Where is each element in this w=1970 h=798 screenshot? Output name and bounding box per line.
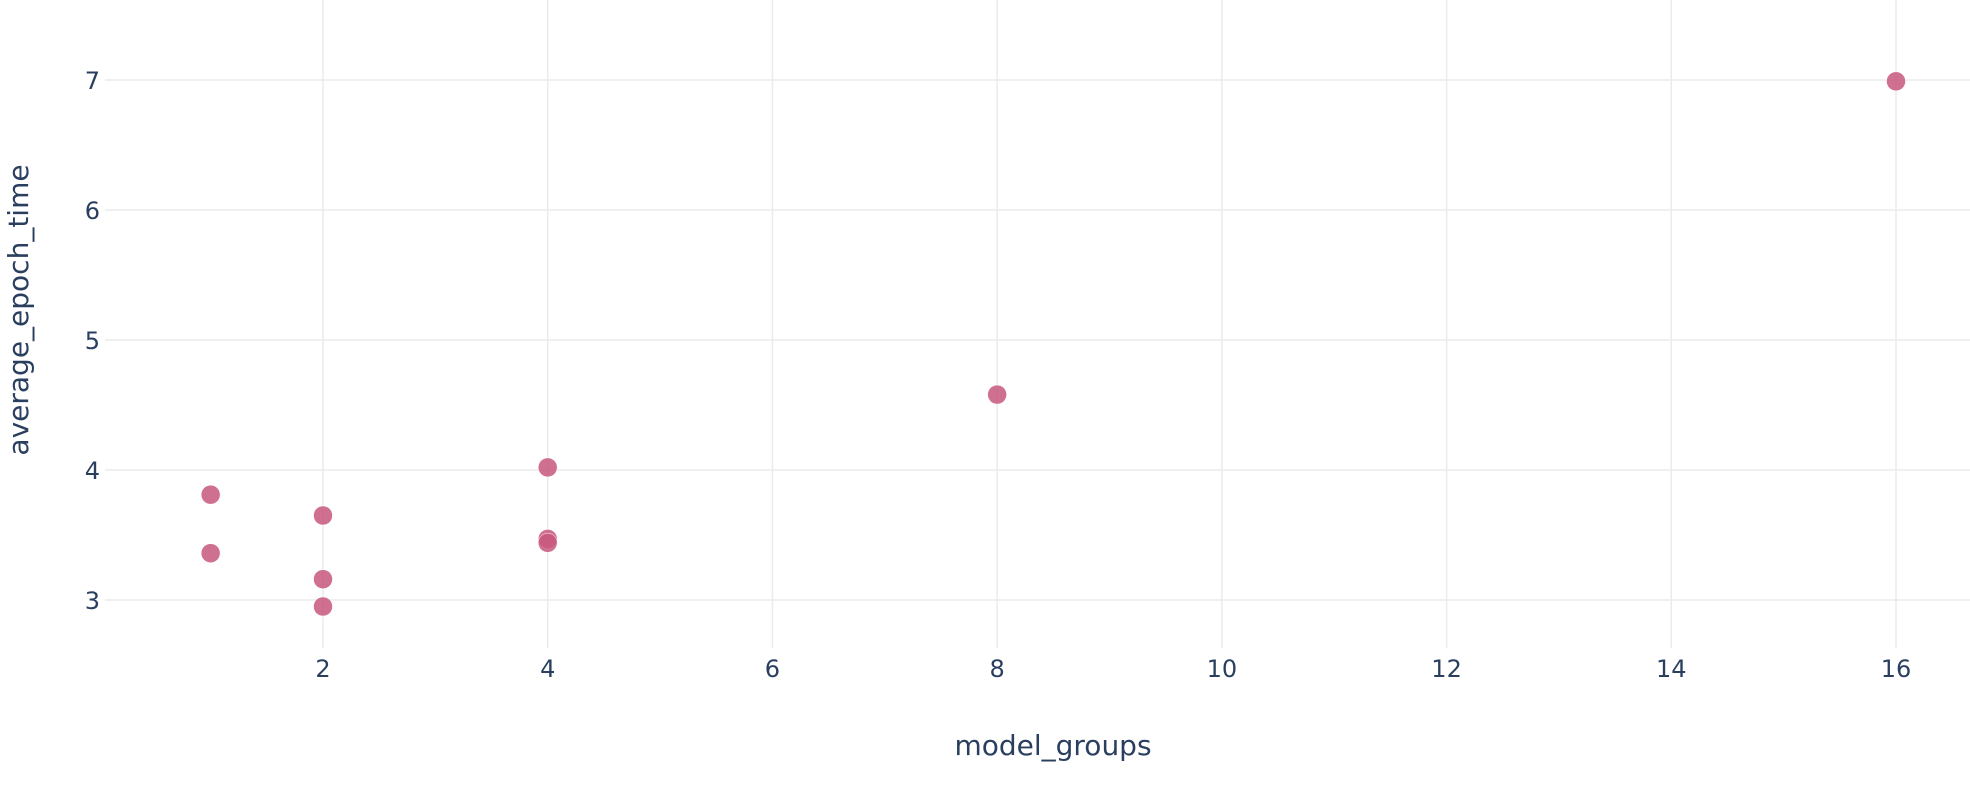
data-point[interactable]: [987, 384, 1007, 405]
x-tick-label: 12: [1431, 655, 1462, 683]
x-tick-label: 2: [315, 655, 330, 683]
data-point[interactable]: [537, 457, 558, 478]
data-point[interactable]: [200, 543, 221, 563]
data-point[interactable]: [200, 484, 221, 505]
x-tick-label: 4: [540, 655, 555, 683]
x-tick-label: 14: [1656, 655, 1687, 683]
x-axis-title: model_groups: [954, 729, 1151, 762]
data-point[interactable]: [313, 505, 333, 526]
tick-label-layer: 2 4 6 8 10 12 14 16 3 4 5 6 7: [85, 67, 1912, 683]
data-point[interactable]: [537, 533, 558, 553]
data-point[interactable]: [1886, 71, 1906, 92]
y-axis-title: average_epoch_time: [2, 164, 35, 455]
data-point[interactable]: [313, 569, 333, 589]
y-tick-label: 4: [85, 457, 100, 485]
x-tick-label: 6: [765, 655, 780, 683]
grid-layer: [105, 0, 1970, 648]
data-point-layer: [200, 71, 1906, 617]
data-point[interactable]: [313, 596, 333, 617]
y-tick-label: 5: [85, 327, 100, 355]
x-tick-label: 10: [1207, 655, 1238, 683]
x-tick-label: 8: [990, 655, 1005, 683]
y-tick-label: 7: [85, 67, 100, 95]
y-tick-label: 6: [85, 197, 100, 225]
y-tick-label: 3: [85, 587, 100, 615]
x-tick-label: 16: [1881, 655, 1912, 683]
